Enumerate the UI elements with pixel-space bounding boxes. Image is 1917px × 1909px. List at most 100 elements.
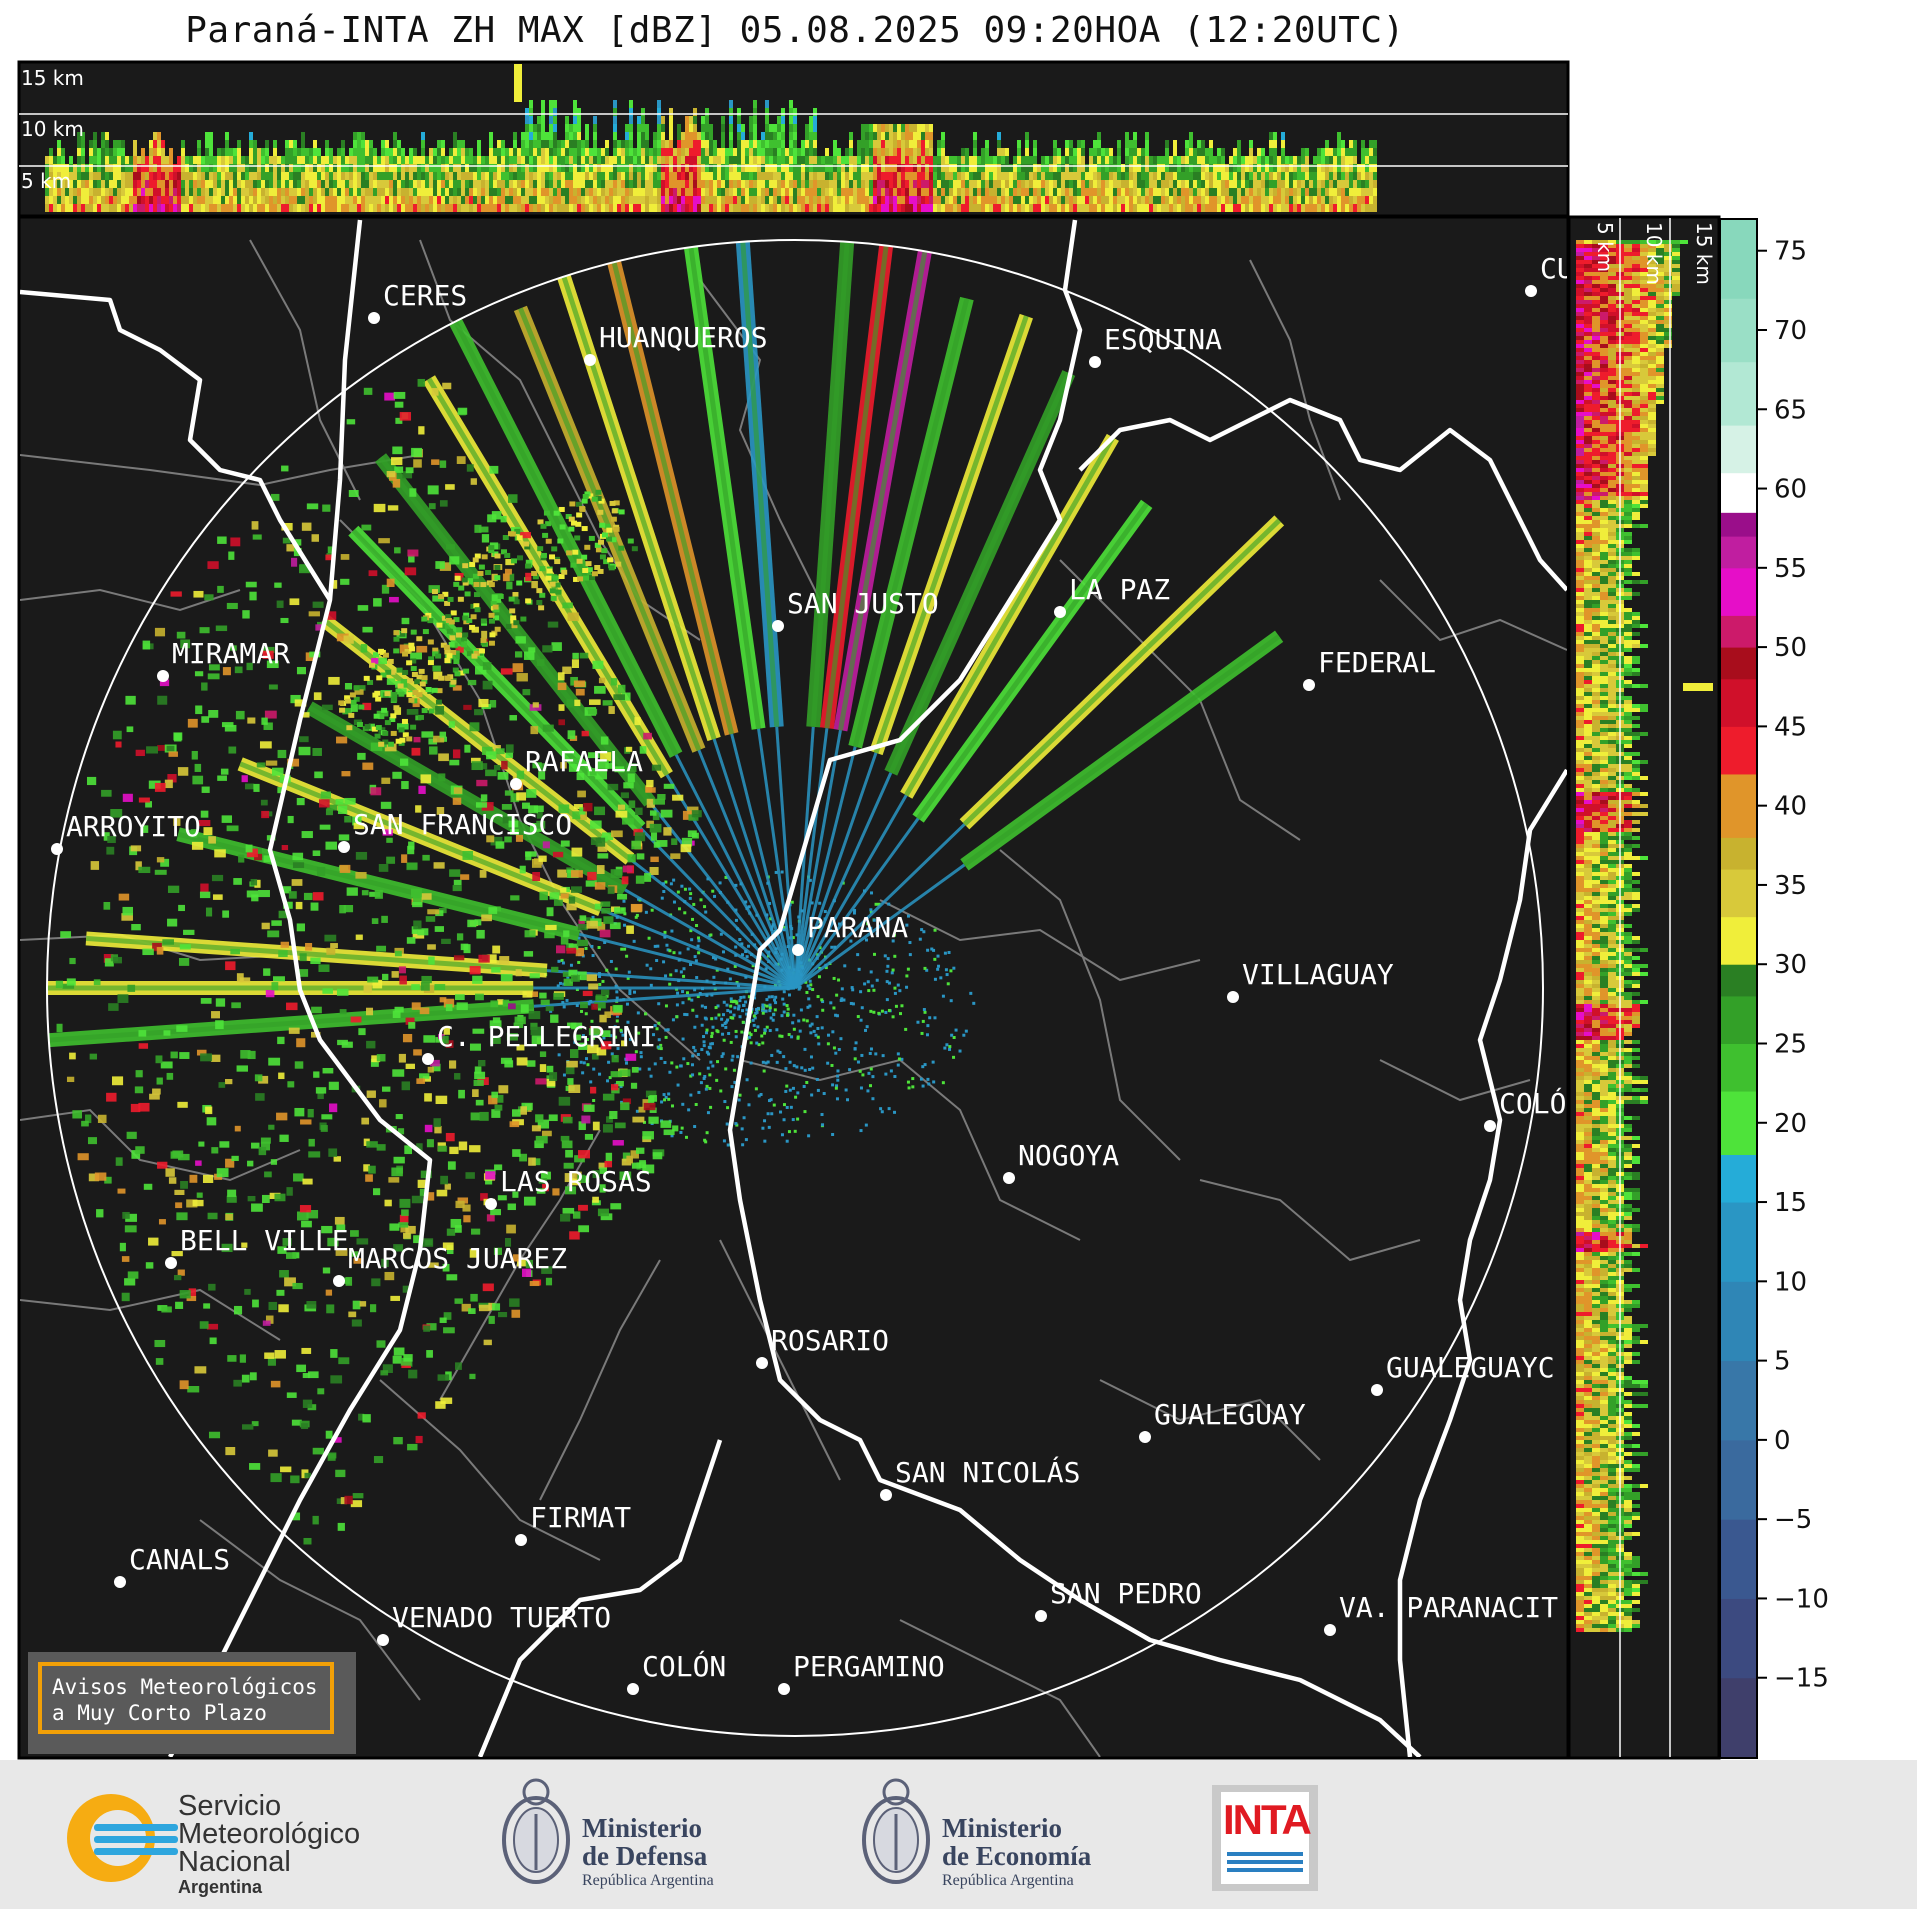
- echo-pixel: [456, 1002, 468, 1011]
- section-pixel: [717, 180, 721, 188]
- echo-pixel: [810, 1093, 814, 1097]
- echo-pixel: [628, 989, 632, 993]
- section-pixel: [949, 180, 953, 188]
- echo-pixel: [670, 1104, 674, 1108]
- echo-spoke: [378, 455, 652, 804]
- echo-pixel: [849, 939, 853, 943]
- echo-pixel: [875, 978, 879, 982]
- echo-pixel: [663, 1098, 667, 1102]
- section-pixel: [617, 172, 621, 180]
- section-pixel: [301, 148, 305, 156]
- section-pixel: [433, 164, 437, 172]
- section-pixel: [869, 196, 873, 204]
- section-pixel: [993, 172, 997, 180]
- section-pixel: [989, 204, 993, 212]
- echo-pixel: [115, 741, 122, 748]
- section-pixel: [521, 204, 525, 212]
- echo-pixel: [872, 988, 876, 992]
- echo-pixel: [188, 1288, 197, 1298]
- echo-pixel: [552, 575, 559, 581]
- echo-pixel: [557, 672, 565, 681]
- section-pixel: [369, 204, 373, 212]
- echo-pixel: [340, 578, 350, 585]
- section-pixel: [629, 140, 633, 148]
- section-pixel: [105, 172, 109, 180]
- section-pixel: [369, 172, 373, 180]
- echo-pixel: [528, 1011, 541, 1020]
- echo-pixel: [355, 871, 367, 879]
- section-pixel: [865, 188, 869, 196]
- echo-pixel: [598, 1072, 602, 1076]
- section-pixel: [225, 196, 229, 204]
- echo-pixel: [639, 1051, 643, 1055]
- echo-pixel: [576, 501, 583, 507]
- section-pixel: [805, 164, 809, 172]
- section-pixel: [301, 172, 305, 180]
- section-pixel: [597, 156, 601, 164]
- echo-pixel: [770, 1112, 774, 1116]
- echo-pixel: [943, 951, 947, 955]
- echo-pixel: [382, 829, 393, 836]
- section-pixel: [249, 140, 253, 148]
- section-pixel: [969, 156, 973, 164]
- echo-pixel: [493, 607, 500, 613]
- echo-pixel: [615, 810, 628, 818]
- section-pixel: [857, 196, 861, 204]
- echo-pixel: [142, 948, 154, 956]
- echo-pixel: [525, 572, 532, 582]
- echo-pixel: [514, 528, 521, 534]
- echo-pixel: [561, 1001, 565, 1005]
- echo-pixel: [384, 1199, 392, 1207]
- section-pixel: [701, 196, 705, 204]
- echo-pixel: [584, 544, 591, 550]
- section-pixel: [225, 180, 229, 188]
- echo-pixel: [56, 1023, 63, 1033]
- echo-pixel: [192, 775, 204, 785]
- section-pixel: [793, 180, 797, 188]
- echo-pixel: [325, 554, 336, 561]
- echo-pixel: [328, 676, 340, 685]
- section-pixel: [513, 148, 517, 156]
- echo-pixel: [859, 1129, 863, 1133]
- section-pixel: [761, 180, 765, 188]
- echo-pixel: [597, 853, 609, 859]
- section-pixel: [969, 196, 973, 204]
- echo-pixel: [451, 642, 458, 648]
- echo-pixel: [719, 1089, 723, 1093]
- echo-pixel: [679, 970, 683, 974]
- section-pixel: [357, 204, 361, 212]
- echo-pixel: [127, 984, 136, 992]
- echo-pixel: [571, 520, 578, 526]
- section-pixel: [425, 172, 429, 180]
- section-pixel: [385, 172, 389, 180]
- echo-pixel: [344, 1495, 353, 1505]
- echo-pixel: [523, 651, 535, 660]
- section-pixel: [257, 180, 261, 188]
- section-pixel: [713, 172, 717, 180]
- section-pixel: [753, 164, 757, 172]
- echo-pixel: [400, 1225, 409, 1233]
- echo-pixel: [550, 1014, 559, 1023]
- echo-pixel: [446, 653, 453, 659]
- section-pixel: [725, 188, 729, 196]
- section-pixel: [781, 148, 785, 156]
- section-pixel: [601, 172, 605, 180]
- echo-pixel: [393, 705, 400, 711]
- section-pixel: [69, 196, 73, 204]
- echo-pixel: [307, 1371, 319, 1379]
- echo-pixel: [395, 738, 402, 744]
- section-pixel: [813, 204, 817, 212]
- section-pixel: [877, 132, 881, 140]
- section-pixel: [345, 180, 349, 188]
- section-pixel: [793, 132, 797, 140]
- echo-pixel: [397, 683, 404, 689]
- section-pixel: [785, 148, 789, 156]
- echo-pixel: [439, 997, 447, 1003]
- echo-pixel: [808, 1004, 812, 1008]
- echo-pixel: [679, 1130, 683, 1134]
- echo-pixel: [860, 1006, 864, 1010]
- echo-pixel: [597, 946, 601, 950]
- echo-pixel: [565, 998, 569, 1002]
- echo-pixel: [510, 829, 519, 835]
- section-pixel: [125, 196, 129, 204]
